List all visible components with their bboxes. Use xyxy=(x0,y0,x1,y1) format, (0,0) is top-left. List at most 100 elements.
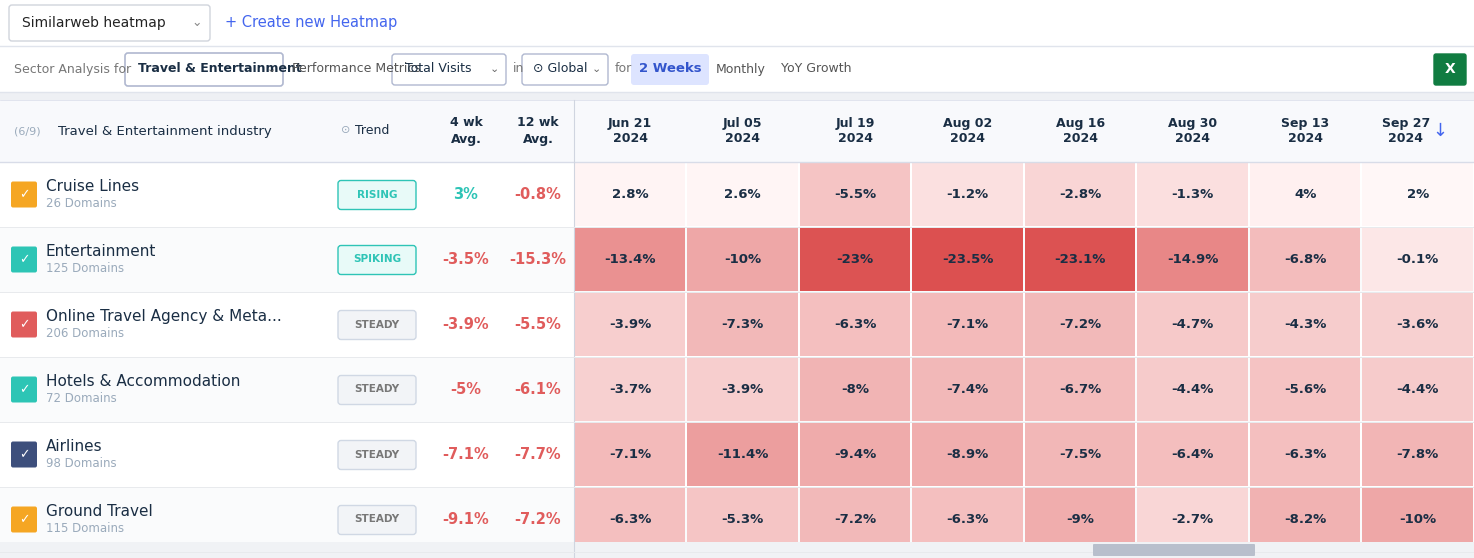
Text: 206 Domains: 206 Domains xyxy=(46,327,124,340)
Text: -15.3%: -15.3% xyxy=(510,252,566,267)
Text: ⌄: ⌄ xyxy=(192,17,202,30)
Text: -23.1%: -23.1% xyxy=(1054,253,1106,266)
Text: ⊙ Global: ⊙ Global xyxy=(534,62,588,75)
FancyBboxPatch shape xyxy=(10,181,37,208)
Bar xyxy=(800,423,911,486)
FancyBboxPatch shape xyxy=(338,506,416,535)
FancyBboxPatch shape xyxy=(10,377,37,402)
Text: -7.2%: -7.2% xyxy=(1060,318,1101,331)
FancyBboxPatch shape xyxy=(10,247,37,272)
Bar xyxy=(1250,358,1361,421)
Bar xyxy=(687,488,797,551)
Text: ⌄: ⌄ xyxy=(489,64,498,74)
Text: 2024: 2024 xyxy=(725,132,761,146)
FancyBboxPatch shape xyxy=(338,246,416,275)
Bar xyxy=(1024,423,1135,486)
Bar xyxy=(0,542,1474,558)
Text: ⊙: ⊙ xyxy=(340,125,351,135)
Text: ✓: ✓ xyxy=(19,448,29,461)
Text: 115 Domains: 115 Domains xyxy=(46,522,124,535)
Text: Sector Analysis for: Sector Analysis for xyxy=(13,62,131,75)
Bar xyxy=(575,163,685,226)
FancyBboxPatch shape xyxy=(1434,54,1467,85)
Text: -23%: -23% xyxy=(837,253,874,266)
Bar xyxy=(575,423,685,486)
Text: ✓: ✓ xyxy=(19,513,29,526)
Bar xyxy=(1362,228,1473,291)
Bar xyxy=(912,358,1023,421)
Bar xyxy=(0,0,1474,46)
Text: 2024: 2024 xyxy=(1175,132,1210,146)
Text: -4.4%: -4.4% xyxy=(1172,383,1215,396)
Bar xyxy=(0,357,1474,422)
Text: Performance Metrics: Performance Metrics xyxy=(292,62,422,75)
Bar xyxy=(0,292,1474,357)
Bar xyxy=(912,163,1023,226)
Text: Jul 19: Jul 19 xyxy=(836,117,876,129)
Bar xyxy=(800,228,911,291)
Bar xyxy=(1024,358,1135,421)
Bar xyxy=(1024,163,1135,226)
Text: -6.1%: -6.1% xyxy=(514,382,562,397)
Text: -3.9%: -3.9% xyxy=(722,383,764,396)
FancyBboxPatch shape xyxy=(10,311,37,338)
Text: -5.5%: -5.5% xyxy=(834,188,877,201)
FancyBboxPatch shape xyxy=(125,53,283,86)
Text: Travel & Entertainment: Travel & Entertainment xyxy=(139,62,302,75)
Bar xyxy=(687,423,797,486)
Text: -7.7%: -7.7% xyxy=(514,447,562,462)
Text: (6/9): (6/9) xyxy=(13,126,41,136)
Text: -3.5%: -3.5% xyxy=(442,252,489,267)
Bar xyxy=(800,293,911,356)
Text: SPIKING: SPIKING xyxy=(352,254,401,264)
Bar xyxy=(575,293,685,356)
Bar xyxy=(687,358,797,421)
Bar xyxy=(1362,293,1473,356)
Text: 72 Domains: 72 Domains xyxy=(46,392,116,405)
Bar xyxy=(912,228,1023,291)
Text: 26 Domains: 26 Domains xyxy=(46,197,116,210)
Bar xyxy=(1138,358,1248,421)
Text: 2024: 2024 xyxy=(613,132,647,146)
Text: -11.4%: -11.4% xyxy=(716,448,768,461)
Text: -6.3%: -6.3% xyxy=(609,513,652,526)
Text: Ground Travel: Ground Travel xyxy=(46,504,153,519)
Text: -8.2%: -8.2% xyxy=(1284,513,1327,526)
Text: 2 Weeks: 2 Weeks xyxy=(638,62,702,75)
Text: Sep 13: Sep 13 xyxy=(1281,117,1330,129)
Text: -9%: -9% xyxy=(1066,513,1094,526)
Text: -4.4%: -4.4% xyxy=(1396,383,1439,396)
Text: Aug 02: Aug 02 xyxy=(943,117,992,129)
Bar xyxy=(1250,293,1361,356)
Text: -5.5%: -5.5% xyxy=(514,317,562,332)
Text: -23.5%: -23.5% xyxy=(942,253,993,266)
Bar xyxy=(1250,488,1361,551)
Text: ↓: ↓ xyxy=(1433,122,1447,140)
Text: 2024: 2024 xyxy=(1288,132,1322,146)
Text: -4.7%: -4.7% xyxy=(1172,318,1215,331)
Text: ✓: ✓ xyxy=(19,253,29,266)
Text: -8%: -8% xyxy=(842,383,870,396)
Text: 2024: 2024 xyxy=(837,132,873,146)
Bar xyxy=(0,46,1474,92)
FancyBboxPatch shape xyxy=(10,441,37,468)
Text: X: X xyxy=(1445,62,1455,76)
Bar xyxy=(1250,228,1361,291)
Text: 4%: 4% xyxy=(1294,188,1316,201)
Text: -6.4%: -6.4% xyxy=(1172,448,1215,461)
Bar xyxy=(687,228,797,291)
Text: ✓: ✓ xyxy=(19,318,29,331)
Bar xyxy=(1138,293,1248,356)
Text: -7.2%: -7.2% xyxy=(514,512,562,527)
FancyBboxPatch shape xyxy=(338,376,416,405)
Text: -6.3%: -6.3% xyxy=(946,513,989,526)
Text: -7.5%: -7.5% xyxy=(1060,448,1101,461)
FancyBboxPatch shape xyxy=(338,180,416,209)
Text: Avg.: Avg. xyxy=(451,132,482,146)
Text: Total Visits: Total Visits xyxy=(405,62,472,75)
Text: -3.7%: -3.7% xyxy=(609,383,652,396)
Bar xyxy=(912,423,1023,486)
Text: -7.1%: -7.1% xyxy=(946,318,989,331)
Text: in: in xyxy=(513,62,525,75)
Text: 125 Domains: 125 Domains xyxy=(46,262,124,275)
